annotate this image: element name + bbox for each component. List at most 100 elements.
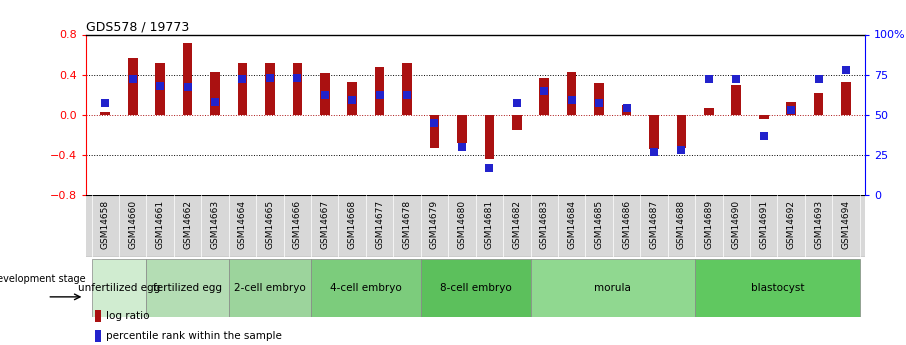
Text: GSM14686: GSM14686 [622,200,631,249]
Bar [183,42,192,115]
Text: GSM14662: GSM14662 [183,200,192,249]
Point [290,75,304,81]
Point [674,147,689,153]
Bar [293,62,302,115]
Bar [622,105,631,115]
Text: log ratio: log ratio [106,311,149,321]
Point [729,77,744,82]
Text: GSM14660: GSM14660 [129,200,137,249]
Text: GSM14663: GSM14663 [210,200,219,249]
Text: GSM14661: GSM14661 [156,200,165,249]
Bar [375,67,384,115]
Bar [539,78,549,115]
Point [125,77,140,82]
Point [372,93,387,98]
Text: 8-cell embryo: 8-cell embryo [439,283,512,293]
Point [400,93,414,98]
Bar [429,115,439,148]
Bar [228,259,311,317]
Text: GSM14667: GSM14667 [320,200,329,249]
Bar [420,259,531,317]
Point [620,106,634,111]
Bar [786,102,796,115]
Text: GSM14694: GSM14694 [842,200,851,249]
Bar [101,112,110,115]
Point [701,77,716,82]
Bar [759,115,768,119]
Point [263,75,277,81]
Bar [650,115,659,149]
Bar [594,82,604,115]
Point [236,77,250,82]
Bar [531,259,695,317]
Point [455,144,469,150]
Point [317,93,332,98]
Bar [92,259,147,317]
Bar [814,93,824,115]
Text: GSM14680: GSM14680 [458,200,467,249]
Text: GSM14664: GSM14664 [238,200,247,249]
Text: GDS578 / 19773: GDS578 / 19773 [86,20,189,33]
Point [537,88,552,93]
Bar [311,259,420,317]
Point [757,133,771,138]
Point [207,99,222,105]
Bar [677,115,686,148]
Text: development stage: development stage [0,274,86,284]
Text: GSM14681: GSM14681 [485,200,494,249]
Point [647,149,661,154]
Bar [95,330,101,342]
Bar [731,85,741,115]
Text: GSM14687: GSM14687 [650,200,659,249]
Bar [512,115,522,130]
Bar [567,72,576,115]
Bar [265,62,275,115]
Bar [842,82,851,115]
Text: GSM14677: GSM14677 [375,200,384,249]
Bar [147,259,228,317]
Point [784,107,798,113]
Text: GSM14688: GSM14688 [677,200,686,249]
Point [345,98,360,103]
Point [153,83,168,89]
Bar [485,115,494,159]
Bar [402,62,412,115]
Text: percentile rank within the sample: percentile rank within the sample [106,331,282,341]
Text: GSM14678: GSM14678 [402,200,411,249]
Text: GSM14693: GSM14693 [814,200,823,249]
Bar [95,310,101,322]
Text: GSM14689: GSM14689 [704,200,713,249]
Text: GSM14679: GSM14679 [430,200,439,249]
Text: GSM14690: GSM14690 [732,200,741,249]
Point [592,101,606,106]
Bar [695,259,860,317]
Point [564,98,579,103]
Text: GSM14691: GSM14691 [759,200,768,249]
Text: GSM14692: GSM14692 [786,200,795,249]
Text: morula: morula [594,283,631,293]
Bar [320,72,330,115]
Bar [237,62,247,115]
Point [180,85,195,90]
Text: fertilized egg: fertilized egg [153,283,222,293]
Text: GSM14683: GSM14683 [540,200,549,249]
Text: GSM14665: GSM14665 [265,200,275,249]
Text: unfertilized egg: unfertilized egg [78,283,160,293]
Text: GSM14685: GSM14685 [594,200,603,249]
Text: GSM14666: GSM14666 [293,200,302,249]
Text: GSM14684: GSM14684 [567,200,576,249]
Point [812,77,826,82]
Bar [128,58,138,115]
Text: 4-cell embryo: 4-cell embryo [330,283,401,293]
Bar [458,115,467,143]
Text: GSM14668: GSM14668 [348,200,357,249]
Text: GSM14682: GSM14682 [512,200,521,249]
Bar [347,82,357,115]
Bar [155,62,165,115]
Bar [210,72,220,115]
Point [839,67,853,72]
Point [482,165,496,170]
Text: 2-cell embryo: 2-cell embryo [234,283,305,293]
Text: GSM14658: GSM14658 [101,200,110,249]
Point [509,101,524,106]
